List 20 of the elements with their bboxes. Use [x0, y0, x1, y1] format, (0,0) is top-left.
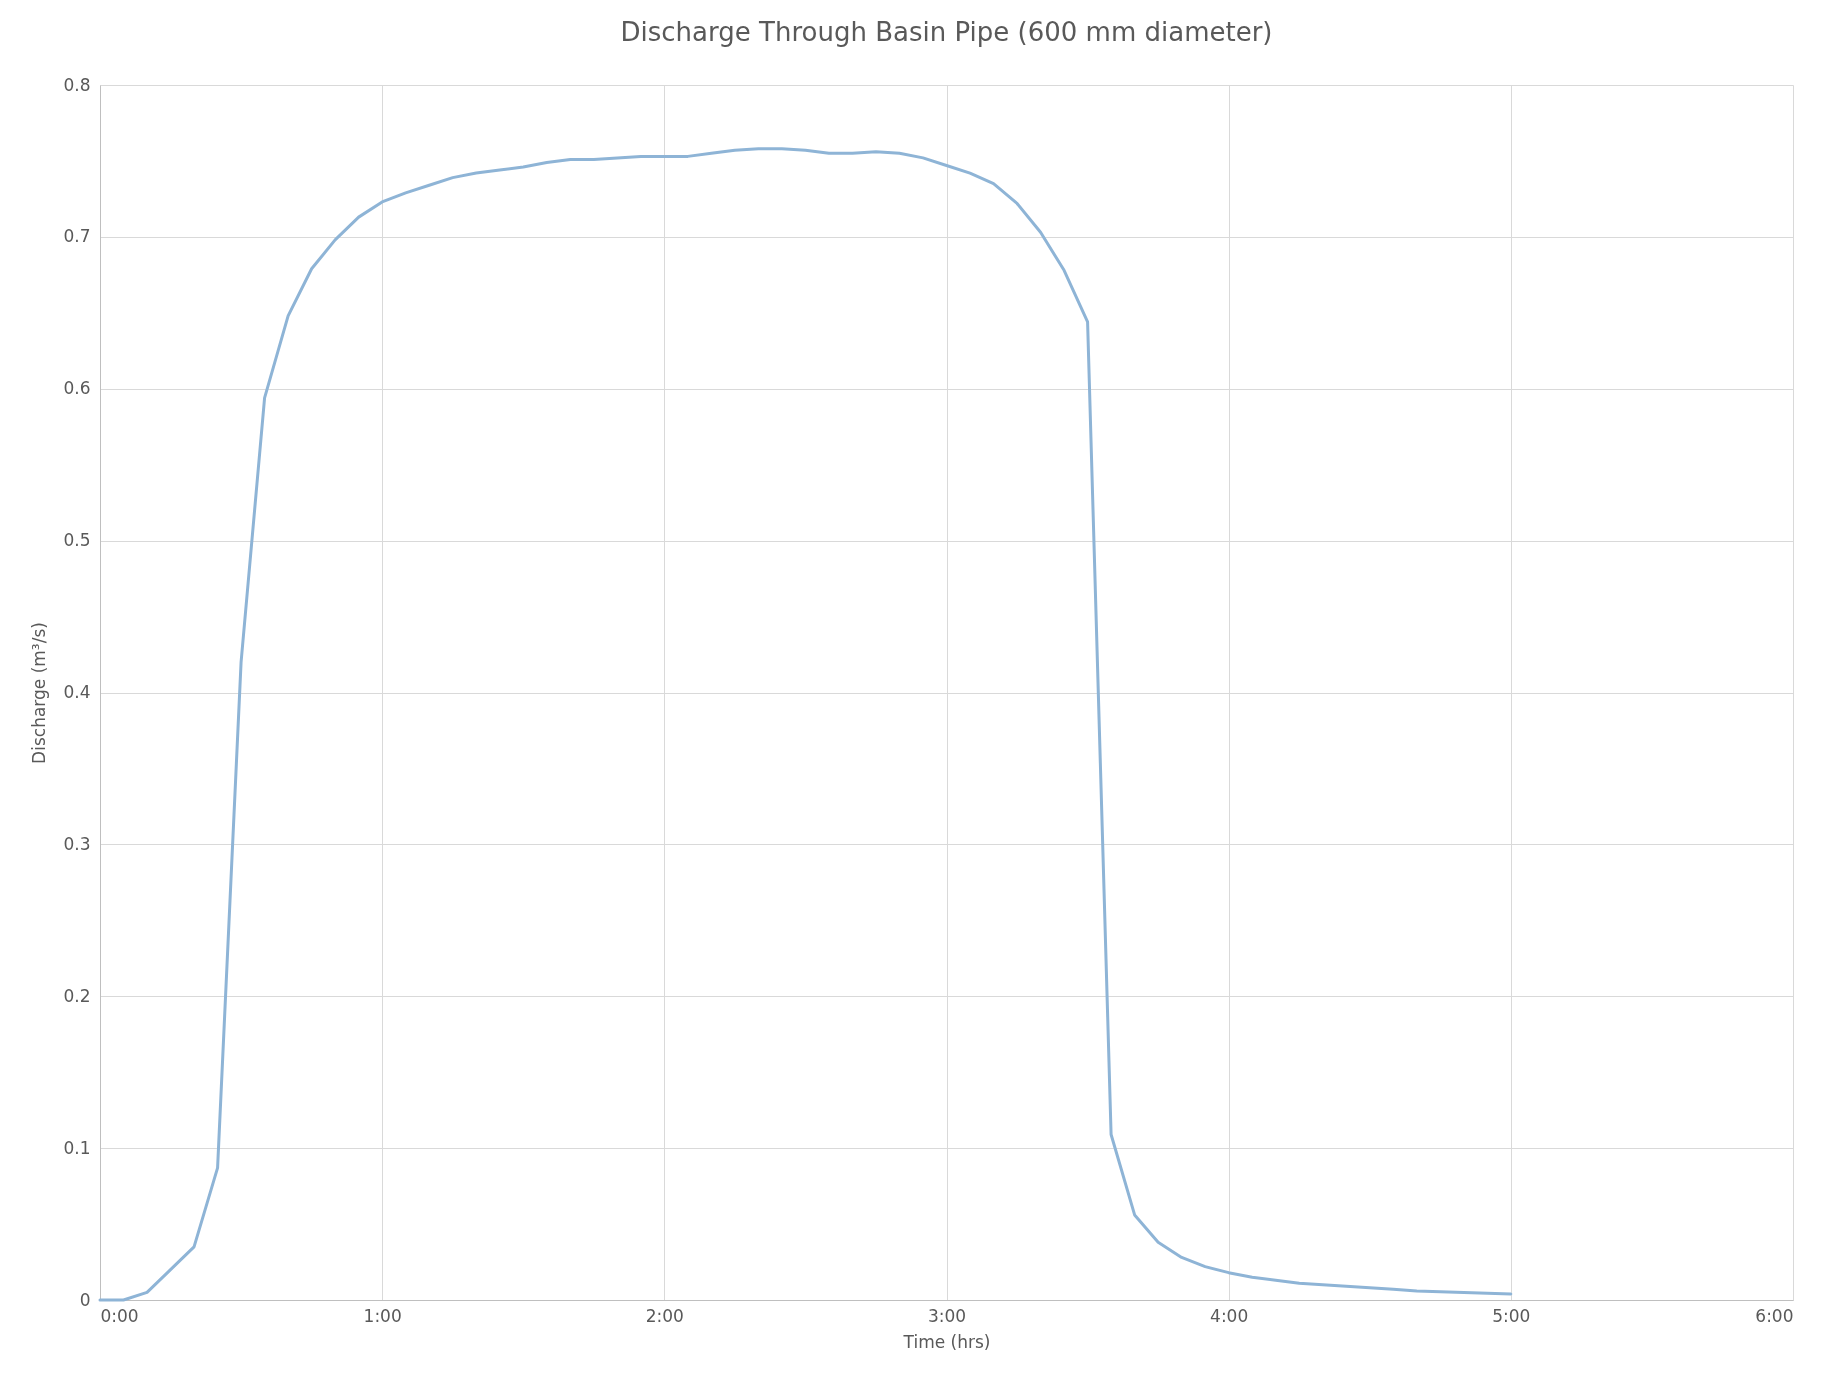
y-tick-label: 0.6: [63, 378, 91, 399]
y-tick-label: 0.5: [63, 530, 91, 551]
x-tick-label: 4:00: [1210, 1305, 1249, 1326]
x-tick-label: 1:00: [363, 1305, 402, 1326]
x-tick-label: 5:00: [1492, 1305, 1531, 1326]
y-tick-label: 0.1: [63, 1137, 91, 1158]
x-tick-label: 2:00: [645, 1305, 684, 1326]
y-tick-label: 0.7: [63, 226, 91, 247]
y-axis-title: Discharge (m³/s): [29, 622, 50, 764]
chart-title: Discharge Through Basin Pipe (600 mm diameter): [620, 17, 1273, 47]
y-tick-label: 0.2: [63, 985, 91, 1006]
y-tick-label: 0.4: [63, 682, 91, 702]
x-tick-label: 3:00: [927, 1305, 967, 1326]
y-tick-label: 0.8: [63, 74, 91, 95]
y-tick-label: 0.3: [63, 833, 91, 854]
x-axis-title: Time (hrs): [902, 1331, 991, 1352]
line-series: [98, 147, 1513, 1302]
x-tick-label: 6:00: [1755, 1305, 1794, 1326]
y-tick-label: 0: [79, 1289, 91, 1310]
x-tick-label: 0:00: [100, 1305, 139, 1326]
